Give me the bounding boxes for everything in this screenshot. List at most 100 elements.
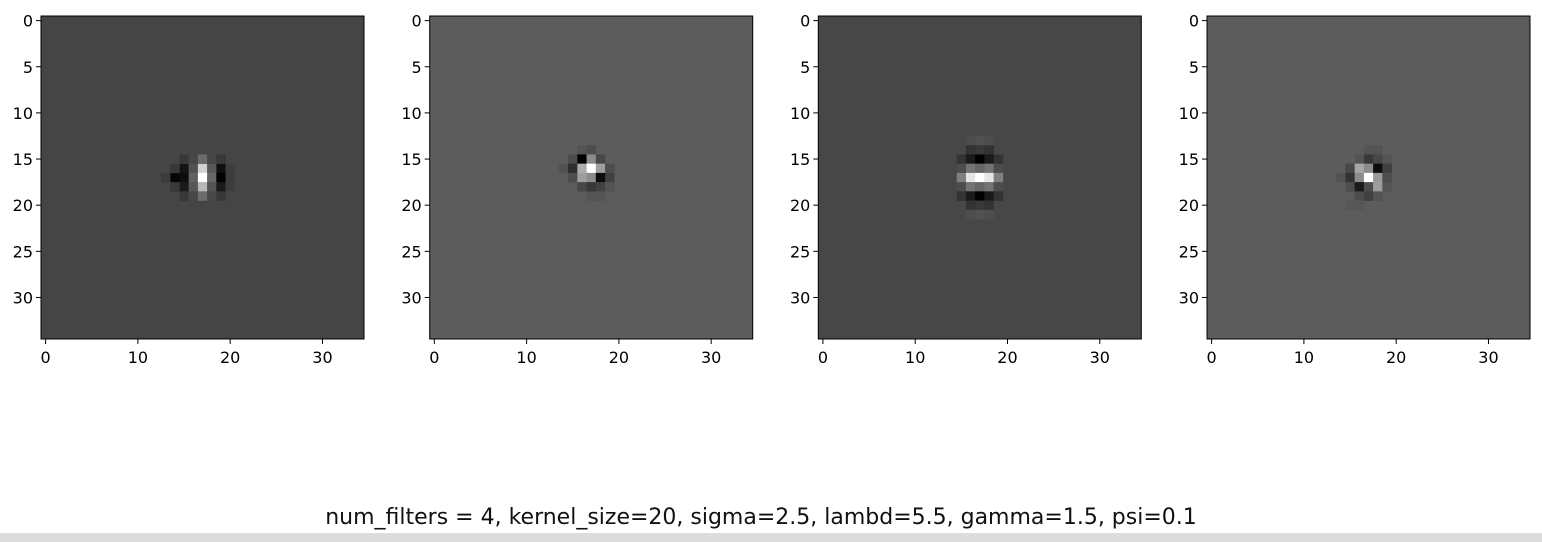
heatmap-cell	[577, 154, 587, 164]
x-tick-label: 10	[905, 348, 925, 367]
heatmap-cell	[568, 163, 578, 174]
y-tick-label: 20	[13, 196, 33, 215]
heatmap-cell	[605, 172, 615, 183]
heatmap-cell	[207, 154, 217, 164]
x-tick-label: 10	[516, 348, 536, 367]
heatmap-cell	[965, 172, 976, 183]
heatmap-cell	[586, 172, 597, 183]
heatmap-cell	[975, 145, 985, 155]
x-tick-label: 30	[1090, 348, 1110, 367]
y-tick-label: 5	[412, 58, 422, 77]
y-tick-label: 25	[1179, 242, 1199, 261]
y-tick-label: 20	[790, 196, 810, 215]
axes-frame	[429, 15, 754, 340]
heatmap-cell	[984, 172, 994, 183]
heatmap-cell	[956, 182, 967, 192]
heatmap-cell	[595, 172, 606, 183]
heatmap-cell	[216, 172, 226, 183]
heatmap-cell	[956, 191, 967, 201]
y-tick-label: 30	[790, 288, 810, 307]
y-tick-label: 0	[1189, 12, 1199, 31]
heatmap-cell	[179, 172, 189, 183]
x-tick-label: 20	[220, 348, 240, 367]
heatmap-cell	[1345, 182, 1355, 192]
heatmap-cell	[595, 163, 606, 174]
heatmap-cell	[965, 191, 976, 201]
heatmap-cell	[160, 172, 171, 183]
x-tick-label: 0	[1207, 348, 1217, 367]
heatmap-cell	[1373, 172, 1383, 183]
heatmap-cell	[179, 191, 189, 201]
x-tick-label: 0	[818, 348, 828, 367]
heatmap-cell	[179, 182, 189, 192]
heatmap-cell	[975, 209, 985, 220]
y-tick-label: 30	[1179, 288, 1199, 307]
heatmap-cell	[1373, 145, 1383, 155]
heatmap-cell	[993, 163, 1004, 174]
heatmap-cell	[1345, 200, 1355, 211]
axes-frame	[817, 15, 1142, 340]
heatmap-cell	[984, 209, 994, 220]
heatmap-cell	[595, 182, 606, 192]
heatmap-cell	[965, 200, 976, 211]
y-tick-label: 15	[401, 150, 421, 169]
heatmap-cell	[1363, 163, 1374, 174]
heatmap-cell	[197, 163, 208, 174]
heatmap-cell	[577, 163, 587, 174]
heatmap-cell	[993, 172, 1004, 183]
heatmap-cell	[1382, 172, 1392, 183]
x-tick-label: 10	[128, 348, 148, 367]
y-tick-label: 15	[790, 150, 810, 169]
heatmap-cell	[558, 163, 569, 174]
x-tick-label: 30	[701, 348, 721, 367]
heatmap-cell	[965, 154, 976, 164]
heatmap-cell	[188, 191, 199, 201]
heatmap-cell	[1382, 163, 1392, 174]
heatmap-cell	[1354, 191, 1365, 201]
y-tick-label: 10	[13, 104, 33, 123]
heatmap-cell	[984, 200, 994, 211]
x-tick-label: 0	[429, 348, 439, 367]
heatmap-cell	[1363, 191, 1374, 201]
y-tick-label: 15	[1179, 150, 1199, 169]
heatmap-cell	[197, 154, 208, 164]
heatmap-cell	[188, 182, 199, 192]
heatmap-cell	[577, 172, 587, 183]
heatmap-cell	[207, 191, 217, 201]
x-tick-label: 20	[1386, 348, 1406, 367]
heatmap-cell	[197, 172, 208, 183]
horizontal-scrollbar[interactable]	[0, 533, 1542, 542]
heatmap-cell	[965, 145, 976, 155]
y-tick-label: 0	[23, 12, 33, 31]
y-tick-label: 20	[401, 196, 421, 215]
heatmap-cell	[216, 182, 226, 192]
heatmap-cell	[956, 172, 967, 183]
x-tick-label: 20	[609, 348, 629, 367]
heatmap-cell	[984, 145, 994, 155]
y-tick-label: 5	[800, 58, 810, 77]
y-tick-label: 25	[13, 242, 33, 261]
y-tick-label: 20	[1179, 196, 1199, 215]
heatmap-cell	[216, 163, 226, 174]
axes-frame	[1206, 15, 1531, 340]
heatmap-cell	[207, 172, 217, 183]
heatmap-cell	[568, 154, 578, 164]
y-tick-label: 0	[412, 12, 422, 31]
heatmap-cell	[1354, 182, 1365, 192]
heatmap-cell	[605, 163, 615, 174]
heatmap-cell	[965, 182, 976, 192]
y-tick-label: 10	[1179, 104, 1199, 123]
y-tick-label: 30	[13, 288, 33, 307]
heatmap-cell	[984, 154, 994, 164]
y-tick-label: 5	[1189, 58, 1199, 77]
heatmap-panel-2: 0 10 20 30 0 5 10 15 20 25 30	[401, 12, 754, 367]
heatmap-cell	[993, 182, 1004, 192]
heatmap-cell	[975, 154, 985, 164]
heatmap-cell	[1336, 172, 1346, 183]
heatmap-cell	[956, 154, 967, 164]
heatmap-cell	[595, 154, 606, 164]
heatmap-cell	[1354, 172, 1365, 183]
figure-caption: num_filters = 4, kernel_size=20, sigma=2…	[325, 505, 1197, 530]
x-tick-label: 30	[312, 348, 332, 367]
